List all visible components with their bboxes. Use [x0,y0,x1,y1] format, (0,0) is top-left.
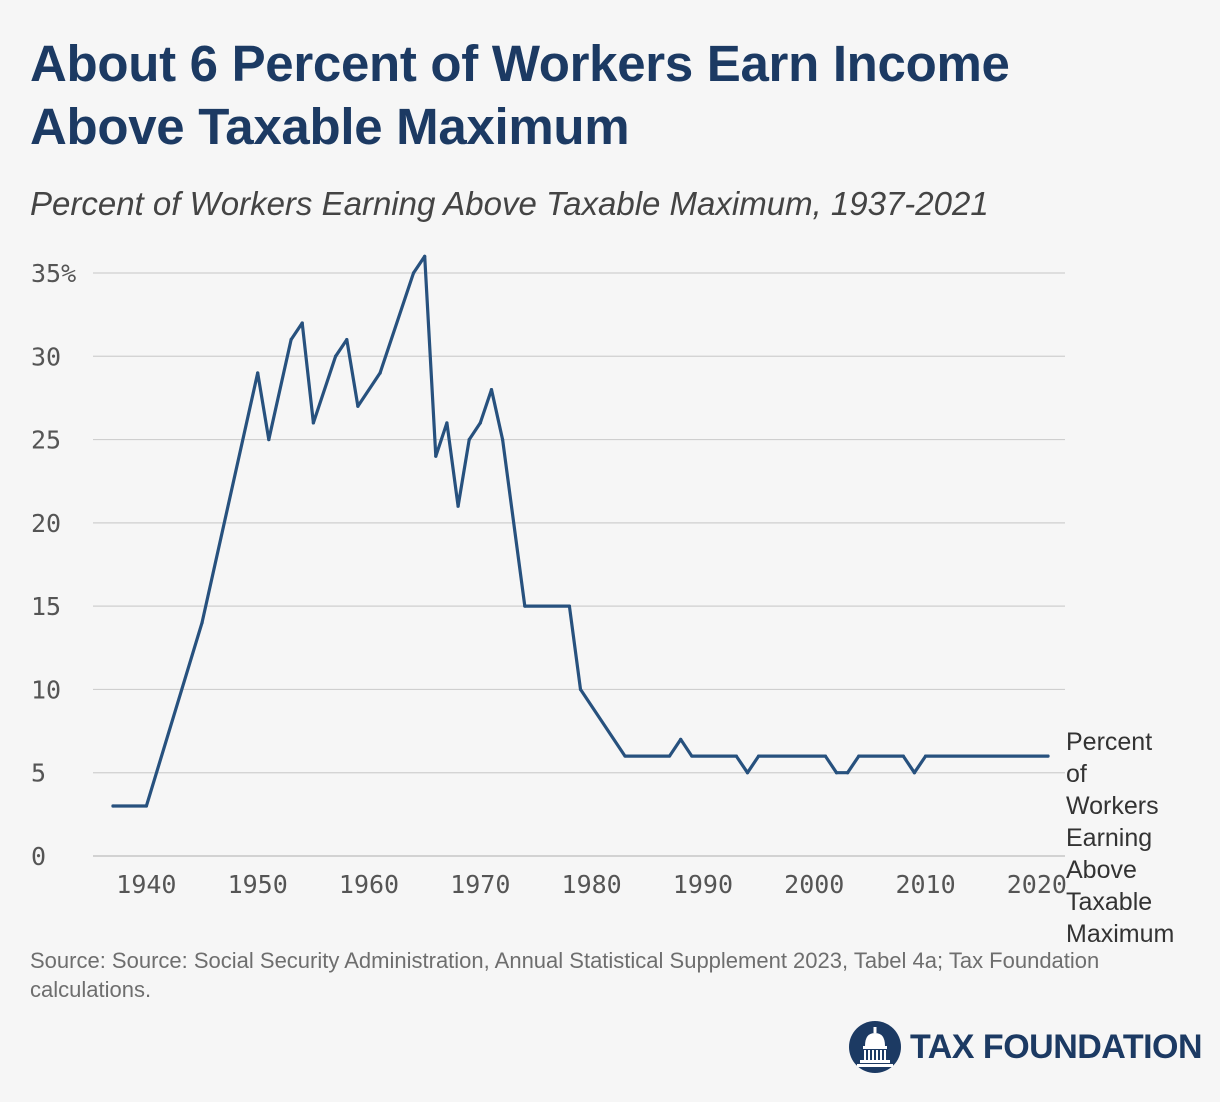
series-line [111,254,1050,808]
data-point [378,371,382,375]
series-label-line: of [1066,760,1087,788]
series-layer [111,254,1050,808]
x-tick-label: 1960 [339,870,399,899]
data-point [267,437,271,442]
series-label-line: Above [1066,856,1137,884]
data-point [345,338,349,342]
data-point [846,771,850,775]
x-tick-label: 2000 [784,870,844,899]
x-tick-label: 2020 [1007,870,1067,899]
data-point [300,321,304,325]
series-label-line: Workers [1066,792,1159,820]
y-tick-label: 0 [31,842,46,871]
data-point [578,687,583,692]
tax-foundation-logo[interactable]: TAX FOUNDATION [848,1020,1203,1074]
data-point [623,754,627,758]
chart-title: About 6 Percent of Workers Earn Income A… [30,35,1010,155]
data-point [467,437,471,442]
x-axis-ticks: 1940 1950 1960 1970 1980 1990 2000 2010 2020 [116,870,1067,899]
data-point [756,754,761,758]
data-point [690,754,694,758]
data-point [478,421,482,425]
data-point [411,271,416,275]
data-point [1046,754,1050,758]
data-point [745,771,750,775]
data-point [334,354,338,358]
capitol-dome-icon [849,1021,901,1073]
data-point [489,388,494,392]
data-point [923,754,928,758]
series-label: Percent of Workers Earning Above Taxable Maxim… [1066,728,1174,948]
data-point [823,754,827,758]
series-label-line: Earning [1066,824,1152,852]
x-tick-label: 2010 [895,870,955,899]
data-point [857,754,861,758]
data-point [434,454,438,458]
y-tick-label: 20 [31,509,61,538]
y-tick-label: 25 [31,426,61,455]
x-tick-label: 1940 [116,870,176,899]
data-point [500,437,505,442]
y-tick-label: 30 [31,342,61,371]
data-point [567,604,571,608]
x-tick-label: 1990 [673,870,733,899]
data-point [356,404,360,408]
y-tick-label: 10 [31,675,61,704]
series-label-line: Taxable [1066,888,1152,916]
logo-text: TAX FOUNDATION [910,1027,1203,1066]
x-tick-label: 1950 [228,870,288,899]
data-point [445,421,449,425]
gridlines [93,272,1065,857]
data-point [144,804,148,808]
x-tick-label: 1980 [562,870,622,899]
series-label-line: Maximum [1066,920,1174,948]
data-point [834,771,839,775]
y-tick-label: 5 [31,759,46,788]
data-point [289,338,293,342]
data-point [423,254,427,258]
data-point [667,754,672,758]
x-tick-label: 1970 [450,870,510,899]
data-point [734,754,738,758]
data-point [679,737,683,742]
data-point [200,621,204,625]
data-point [901,754,905,758]
chart-subtitle: Percent of Workers Earning Above Taxable… [30,185,989,222]
data-point [912,771,917,775]
data-point [311,421,315,425]
y-tick-label: 35% [31,259,76,288]
y-tick-label: 15 [31,592,61,621]
y-axis-ticks: 0 5 10 15 20 25 30 35% [31,259,76,871]
data-point [256,371,260,375]
series-label-line: Percent [1066,728,1152,756]
source-note: Source: Source: Social Security Administ… [30,948,1100,1002]
data-point [111,804,115,808]
data-point [456,504,460,508]
data-point [523,604,527,608]
